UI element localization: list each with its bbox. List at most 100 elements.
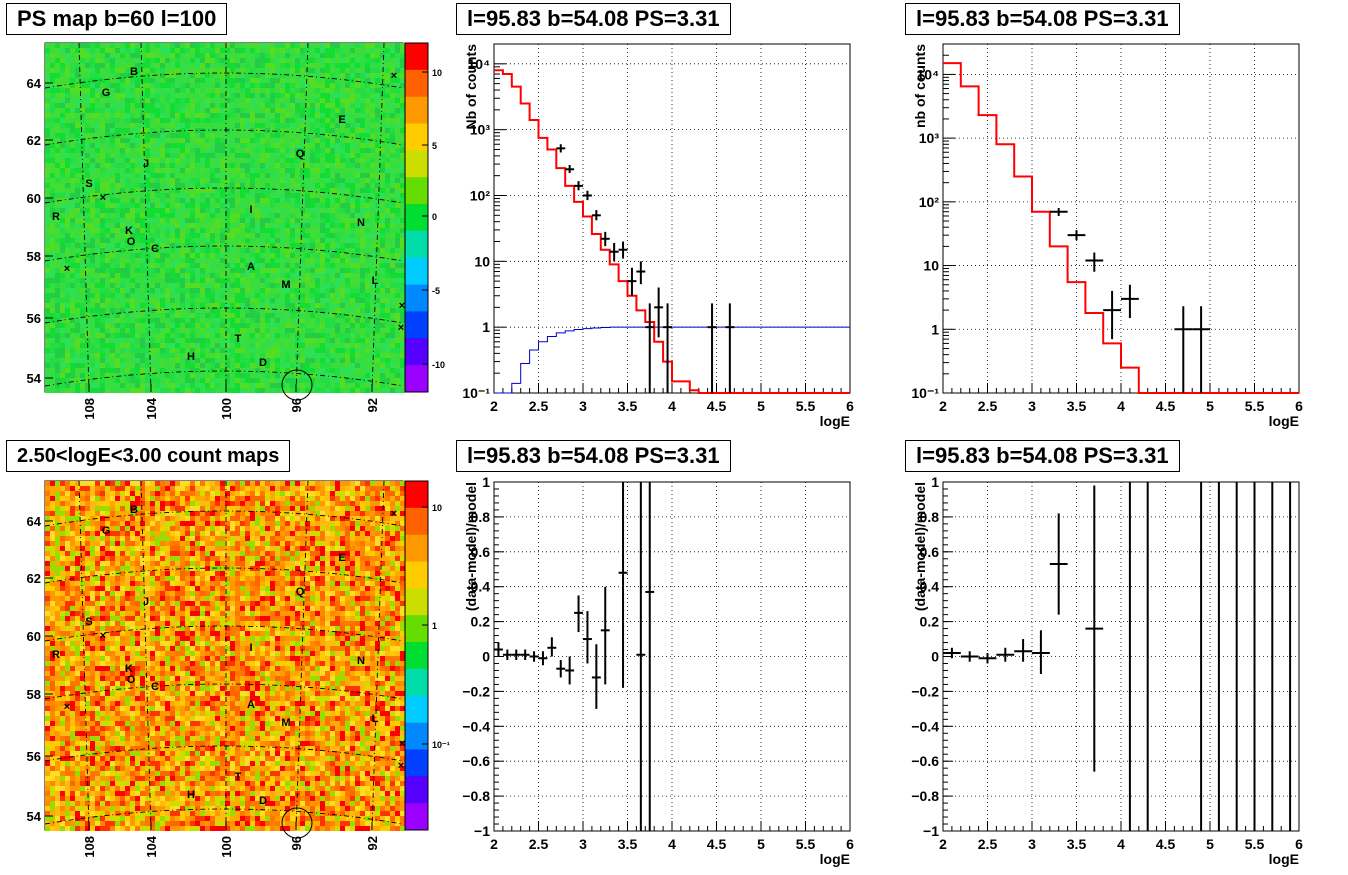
map-pixel xyxy=(400,258,405,263)
map-pixel xyxy=(125,198,130,203)
map-pixel xyxy=(170,213,175,218)
map-pixel xyxy=(175,168,180,173)
map-pixel xyxy=(305,228,310,233)
map-pixel xyxy=(385,113,390,118)
map-pixel xyxy=(200,248,205,253)
map-pixel xyxy=(240,148,245,153)
map-pixel xyxy=(170,173,175,178)
map-pixel xyxy=(80,83,85,88)
map-pixel xyxy=(330,168,335,173)
map-pixel xyxy=(350,328,355,333)
map-pixel xyxy=(235,253,240,258)
map-pixel xyxy=(335,153,340,158)
map-pixel xyxy=(210,173,215,178)
map-pixel xyxy=(385,233,390,238)
map-pixel xyxy=(285,233,290,238)
map-pixel xyxy=(330,358,335,363)
map-pixel xyxy=(165,88,170,93)
map-pixel xyxy=(95,253,100,258)
map-pixel xyxy=(255,43,260,48)
map-pixel xyxy=(320,178,325,183)
map-pixel xyxy=(125,193,130,198)
map-pixel xyxy=(70,263,75,268)
map-pixel xyxy=(75,348,80,353)
map-pixel xyxy=(60,108,65,113)
map-pixel xyxy=(195,198,200,203)
map-pixel xyxy=(185,233,190,238)
map-pixel xyxy=(165,188,170,193)
map-pixel xyxy=(105,278,110,283)
map-pixel xyxy=(215,298,220,303)
map-pixel xyxy=(255,373,260,378)
map-pixel xyxy=(85,198,90,203)
map-pixel xyxy=(120,58,125,63)
map-pixel xyxy=(115,308,120,313)
map-pixel xyxy=(70,163,75,168)
map-pixel xyxy=(250,248,255,253)
map-pixel xyxy=(385,48,390,53)
map-pixel xyxy=(300,338,305,343)
map-pixel xyxy=(280,48,285,53)
map-pixel xyxy=(340,303,345,308)
map-pixel xyxy=(385,343,390,348)
map-pixel xyxy=(130,348,135,353)
map-pixel xyxy=(145,333,150,338)
map-pixel xyxy=(205,273,210,278)
map-pixel xyxy=(305,288,310,293)
map-pixel xyxy=(380,278,385,283)
map-pixel xyxy=(275,208,280,213)
map-pixel xyxy=(95,183,100,188)
map-pixel xyxy=(120,373,125,378)
map-pixel xyxy=(315,263,320,268)
map-pixel xyxy=(55,133,60,138)
map-pixel xyxy=(400,118,405,123)
map-pixel xyxy=(245,128,250,133)
map-pixel xyxy=(400,373,405,378)
map-pixel xyxy=(110,388,115,393)
map-pixel xyxy=(220,158,225,163)
map-pixel xyxy=(130,373,135,378)
map-pixel xyxy=(60,43,65,48)
map-pixel xyxy=(100,348,105,353)
map-pixel xyxy=(275,273,280,278)
map-pixel xyxy=(310,53,315,58)
map-pixel xyxy=(175,128,180,133)
map-pixel xyxy=(370,298,375,303)
map-pixel xyxy=(385,313,390,318)
map-pixel xyxy=(115,178,120,183)
map-pixel xyxy=(90,223,95,228)
map-pixel xyxy=(390,218,395,223)
map-pixel xyxy=(170,143,175,148)
map-pixel xyxy=(75,333,80,338)
map-pixel xyxy=(250,58,255,63)
map-pixel xyxy=(240,158,245,163)
map-pixel xyxy=(75,283,80,288)
map-pixel xyxy=(210,93,215,98)
map-pixel xyxy=(330,183,335,188)
map-pixel xyxy=(375,183,380,188)
map-pixel xyxy=(320,138,325,143)
map-pixels xyxy=(45,43,405,393)
map-pixel xyxy=(90,373,95,378)
map-pixel xyxy=(390,368,395,373)
map-pixel xyxy=(150,123,155,128)
map-pixel xyxy=(330,383,335,388)
map-pixel xyxy=(340,118,345,123)
map-pixel xyxy=(130,193,135,198)
map-pixel xyxy=(320,128,325,133)
map-pixel xyxy=(140,88,145,93)
map-pixel xyxy=(365,348,370,353)
map-pixel xyxy=(45,193,50,198)
map-pixel xyxy=(105,193,110,198)
map-pixel xyxy=(185,263,190,268)
map-pixel xyxy=(180,168,185,173)
map-pixel xyxy=(285,178,290,183)
map-pixel xyxy=(315,93,320,98)
map-pixel xyxy=(215,218,220,223)
map-pixel xyxy=(320,158,325,163)
map-pixel xyxy=(110,83,115,88)
map-pixel xyxy=(395,93,400,98)
map-pixel xyxy=(185,173,190,178)
map-pixel xyxy=(355,118,360,123)
map-pixel xyxy=(210,258,215,263)
